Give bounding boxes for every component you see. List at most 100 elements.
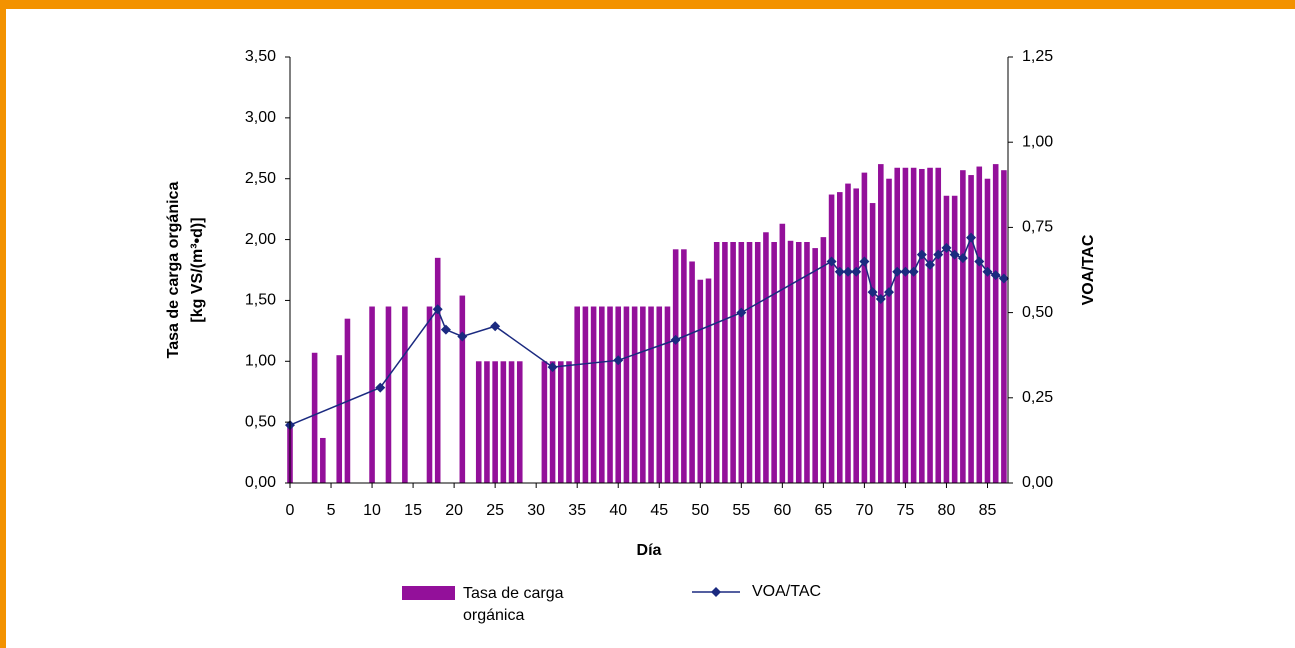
bar — [968, 175, 974, 483]
bar — [992, 164, 999, 483]
legend-swatch — [402, 586, 455, 600]
bar — [426, 306, 433, 483]
bar — [894, 167, 901, 483]
bar — [713, 242, 720, 483]
y-tick-label: 1,00 — [245, 353, 276, 370]
bar — [664, 306, 671, 483]
bar — [484, 361, 490, 483]
y2-tick-label: 0,50 — [1022, 304, 1053, 321]
marker — [440, 324, 451, 335]
y2-tick-label: 0,25 — [1022, 389, 1053, 406]
bar — [746, 242, 753, 483]
marker — [457, 331, 468, 342]
x-tick-label: 70 — [856, 502, 874, 519]
bar — [590, 306, 597, 483]
marker — [867, 287, 878, 298]
y-tick-label: 1,50 — [245, 292, 276, 309]
x-tick-label: 60 — [773, 502, 791, 519]
marker — [982, 266, 993, 277]
marker — [875, 293, 886, 304]
marker — [908, 266, 919, 277]
bar — [500, 361, 507, 483]
bar — [549, 361, 556, 483]
bar — [1001, 170, 1007, 484]
marker — [670, 334, 681, 345]
x-tick-label: 80 — [938, 502, 956, 519]
bar — [960, 170, 966, 484]
bar — [705, 278, 712, 483]
bar — [878, 164, 884, 483]
bar — [820, 237, 827, 483]
bar — [672, 249, 679, 483]
marker — [851, 266, 862, 277]
bar — [927, 167, 933, 483]
bar — [336, 355, 343, 483]
y-tick-label: 3,50 — [245, 48, 276, 65]
frame-top — [0, 0, 1295, 9]
y-tick-label: 0,00 — [245, 474, 276, 491]
marker — [826, 256, 837, 267]
x-tick-label: 40 — [609, 502, 627, 519]
bar — [902, 167, 909, 483]
marker — [547, 362, 558, 373]
bar — [492, 361, 498, 483]
marker — [842, 266, 853, 277]
marker — [941, 242, 952, 253]
x-tick-label: 5 — [327, 502, 336, 519]
bar — [681, 249, 687, 483]
legend-label: Tasa de carga orgánica — [463, 585, 564, 624]
x-tick-label: 10 — [363, 502, 381, 519]
marker — [925, 259, 936, 270]
bar — [582, 306, 589, 483]
x-tick-label: 20 — [445, 502, 463, 519]
legend-marker — [711, 587, 721, 597]
bar — [763, 232, 769, 483]
bar — [697, 279, 704, 483]
y-tick-label: 2,50 — [245, 170, 276, 187]
marker — [916, 249, 927, 260]
y2-tick-label: 1,25 — [1022, 48, 1053, 65]
bar — [656, 306, 663, 483]
marker — [974, 256, 985, 267]
bar — [951, 195, 958, 484]
bar — [845, 183, 851, 483]
bar — [861, 172, 868, 483]
legend-label: VOA/TAC — [752, 583, 822, 600]
bar — [853, 188, 859, 484]
marker — [990, 270, 1001, 281]
bar — [615, 306, 622, 483]
bar — [779, 223, 786, 483]
marker — [375, 382, 386, 393]
marker — [933, 249, 944, 260]
marker — [892, 266, 903, 277]
bar — [574, 306, 580, 483]
bar — [984, 178, 991, 483]
x-tick-label: 25 — [486, 502, 504, 519]
y-tick-label: 0,50 — [245, 413, 276, 430]
bar — [623, 306, 630, 483]
bar — [385, 306, 392, 483]
marker — [834, 266, 845, 277]
marker — [957, 253, 968, 264]
bar — [566, 361, 572, 483]
bar — [869, 203, 876, 484]
bar — [599, 306, 605, 483]
bar — [919, 168, 925, 483]
bar — [475, 361, 482, 483]
marker — [490, 321, 501, 332]
marker — [859, 256, 870, 267]
bar — [910, 167, 917, 483]
y-axis-label: [kg VS/(m³•d)] — [189, 217, 206, 322]
y2-tick-label: 0,00 — [1022, 474, 1053, 491]
y2-tick-label: 1,00 — [1022, 133, 1053, 150]
bar — [771, 242, 777, 483]
bar — [648, 306, 654, 483]
bar — [607, 306, 613, 483]
bar — [738, 242, 745, 483]
bar — [557, 361, 564, 483]
bar — [976, 166, 983, 484]
bar — [787, 240, 794, 483]
marker — [432, 304, 443, 315]
marker — [966, 232, 977, 243]
